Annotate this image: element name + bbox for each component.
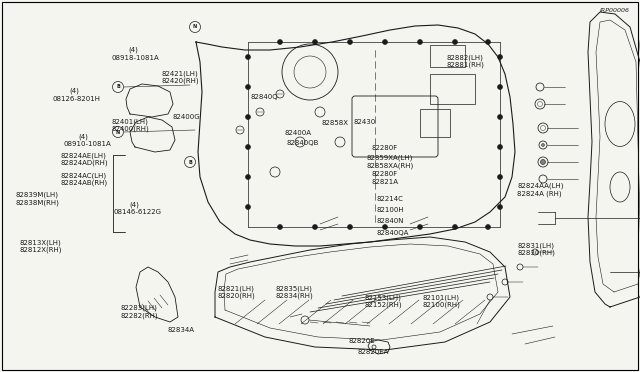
Bar <box>430 74 475 104</box>
Text: 82282(RH): 82282(RH) <box>120 312 158 319</box>
Text: N: N <box>116 129 120 135</box>
Text: 82401(LH): 82401(LH) <box>112 118 149 125</box>
Text: 82420(RH): 82420(RH) <box>161 78 199 84</box>
Text: 82812X(RH): 82812X(RH) <box>19 247 61 253</box>
Text: 82214C: 82214C <box>376 196 403 202</box>
Circle shape <box>348 39 353 45</box>
Circle shape <box>486 39 490 45</box>
Text: 08918-1081A: 08918-1081A <box>112 55 160 61</box>
Text: 82421(LH): 82421(LH) <box>161 70 198 77</box>
Circle shape <box>348 224 353 230</box>
Circle shape <box>417 39 422 45</box>
Circle shape <box>278 224 282 230</box>
Text: 82100(RH): 82100(RH) <box>422 302 460 308</box>
Text: 08146-6122G: 08146-6122G <box>114 209 162 215</box>
Text: (4): (4) <box>78 134 88 140</box>
Text: 82824AA(LH): 82824AA(LH) <box>517 183 564 189</box>
Text: 82400A: 82400A <box>284 130 311 136</box>
Text: 82831(LH): 82831(LH) <box>517 242 554 249</box>
Circle shape <box>497 205 502 209</box>
Text: 82820EA: 82820EA <box>357 349 388 355</box>
Text: 82430: 82430 <box>354 119 376 125</box>
Circle shape <box>486 224 490 230</box>
Text: 82824A (RH): 82824A (RH) <box>517 190 562 197</box>
Circle shape <box>497 55 502 60</box>
Text: 82882(LH): 82882(LH) <box>447 54 484 61</box>
Circle shape <box>246 174 250 180</box>
Text: 82858X: 82858X <box>322 120 349 126</box>
Text: 82840Q: 82840Q <box>251 94 278 100</box>
Text: 82824AC(LH): 82824AC(LH) <box>61 172 107 179</box>
Text: 82101(LH): 82101(LH) <box>422 294 460 301</box>
Text: 82858XA(RH): 82858XA(RH) <box>366 163 413 169</box>
Bar <box>420 109 450 137</box>
Text: 82830(RH): 82830(RH) <box>517 250 555 256</box>
Text: B: B <box>116 84 120 90</box>
Circle shape <box>497 84 502 90</box>
Text: 82840QB: 82840QB <box>287 140 319 146</box>
Circle shape <box>246 144 250 150</box>
Circle shape <box>383 224 387 230</box>
Text: 82280F: 82280F <box>371 145 397 151</box>
Circle shape <box>417 224 422 230</box>
Text: 82400(RH): 82400(RH) <box>112 125 150 132</box>
Circle shape <box>278 39 282 45</box>
Circle shape <box>383 39 387 45</box>
Circle shape <box>312 224 317 230</box>
Text: 82821(LH): 82821(LH) <box>218 285 255 292</box>
Text: 82400G: 82400G <box>173 114 200 120</box>
Text: 82838M(RH): 82838M(RH) <box>16 199 60 206</box>
Circle shape <box>497 174 502 180</box>
Text: 08126-8201H: 08126-8201H <box>52 96 100 102</box>
Text: 82834(RH): 82834(RH) <box>275 293 313 299</box>
Text: N: N <box>193 25 197 29</box>
Text: 82820(RH): 82820(RH) <box>218 293 255 299</box>
Text: 82283(LH): 82283(LH) <box>120 305 157 311</box>
Circle shape <box>246 205 250 209</box>
Text: 82824AE(LH): 82824AE(LH) <box>61 152 107 159</box>
Text: 82839M(LH): 82839M(LH) <box>16 192 59 198</box>
Text: 82834A: 82834A <box>168 327 195 333</box>
Text: 82840N: 82840N <box>376 218 404 224</box>
Circle shape <box>312 39 317 45</box>
Circle shape <box>452 39 458 45</box>
Text: 82820E: 82820E <box>349 339 376 344</box>
Circle shape <box>541 160 545 164</box>
Bar <box>430 45 465 67</box>
Circle shape <box>246 55 250 60</box>
Text: 08910-1081A: 08910-1081A <box>64 141 112 147</box>
Text: 82824AD(RH): 82824AD(RH) <box>61 160 108 166</box>
Text: (4): (4) <box>69 88 79 94</box>
Circle shape <box>541 144 545 147</box>
Text: 82840QA: 82840QA <box>376 230 409 235</box>
Text: 82824AB(RH): 82824AB(RH) <box>61 180 108 186</box>
Text: 82152(RH): 82152(RH) <box>365 302 403 308</box>
Text: (4): (4) <box>129 201 139 208</box>
Circle shape <box>497 115 502 119</box>
Circle shape <box>246 115 250 119</box>
Circle shape <box>246 84 250 90</box>
Text: 82881(RH): 82881(RH) <box>447 62 484 68</box>
Text: 82280F: 82280F <box>371 171 397 177</box>
Circle shape <box>452 224 458 230</box>
Text: 82100H: 82100H <box>376 207 404 213</box>
Text: 82153(LH): 82153(LH) <box>365 294 402 301</box>
Text: (4): (4) <box>128 47 138 54</box>
Text: IRP00006: IRP00006 <box>600 7 630 13</box>
Text: 82835(LH): 82835(LH) <box>275 285 312 292</box>
Text: 82813X(LH): 82813X(LH) <box>19 239 61 246</box>
Text: 82859XA(LH): 82859XA(LH) <box>366 154 412 161</box>
Text: 82821A: 82821A <box>371 179 398 185</box>
Text: B: B <box>188 160 192 164</box>
Circle shape <box>497 144 502 150</box>
